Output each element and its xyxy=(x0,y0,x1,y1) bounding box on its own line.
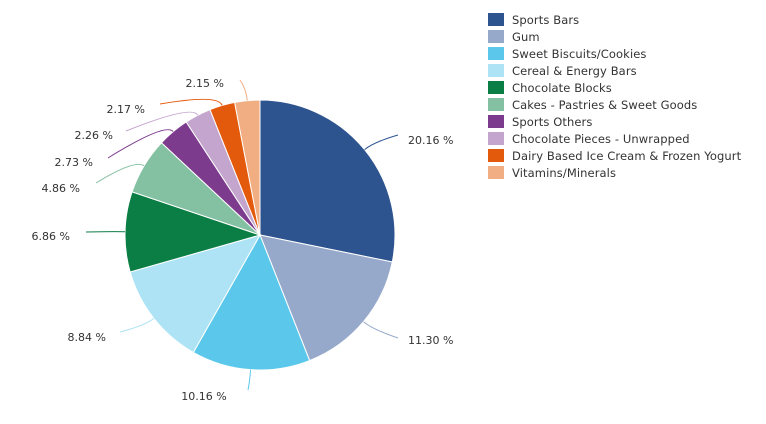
legend-item-gum[interactable]: Gum xyxy=(488,28,741,45)
data-label-vitamins-minerals: 2.15 % xyxy=(186,77,224,90)
label-connector-chocolate-pieces-unwrapped xyxy=(125,111,199,132)
data-label-sports-bars: 20.16 % xyxy=(408,134,453,147)
legend: Sports Bars Gum Sweet Biscuits/Cookies Cere… xyxy=(488,11,741,181)
label-connector-sweet-biscuits-cookies xyxy=(247,369,252,391)
legend-swatch xyxy=(488,166,504,179)
label-connector-cakes-pastries-sweet-goods xyxy=(95,163,145,184)
pie-slice-sweet-biscuits-cookies[interactable] xyxy=(192,233,311,371)
legend-swatch xyxy=(488,64,504,77)
legend-label: Chocolate Pieces - Unwrapped xyxy=(512,131,690,146)
legend-swatch xyxy=(488,115,504,128)
label-connector-gum xyxy=(363,321,399,339)
legend-item-cereal-energy-bars[interactable]: Cereal & Energy Bars xyxy=(488,62,741,79)
legend-item-chocolate-pieces-unwrapped[interactable]: Chocolate Pieces - Unwrapped xyxy=(488,130,741,147)
label-connectors xyxy=(85,79,399,391)
label-connector-sports-others xyxy=(107,129,174,159)
data-label-dairy-based-ice-cream-frozen-yogurt: 2.17 % xyxy=(107,103,145,116)
legend-swatch xyxy=(488,30,504,43)
legend-item-dairy-based-ice-cream-frozen-yogurt[interactable]: Dairy Based Ice Cream & Frozen Yogurt xyxy=(488,147,741,164)
legend-item-cakes-pastries-sweet-goods[interactable]: Cakes - Pastries & Sweet Goods xyxy=(488,96,741,113)
label-connector-dairy-based-ice-cream-frozen-yogurt xyxy=(159,98,223,106)
data-label-chocolate-pieces-unwrapped: 2.26 % xyxy=(75,129,113,142)
pie-slice-vitamins-minerals[interactable] xyxy=(234,99,261,236)
legend-item-sweet-biscuits-cookies[interactable]: Sweet Biscuits/Cookies xyxy=(488,45,741,62)
data-label-cakes-pastries-sweet-goods: 4.86 % xyxy=(42,182,80,195)
label-connector-vitamins-minerals xyxy=(239,79,248,101)
legend-label: Cakes - Pastries & Sweet Goods xyxy=(512,97,698,112)
legend-label: Sweet Biscuits/Cookies xyxy=(512,46,647,61)
data-label-sports-others: 2.73 % xyxy=(55,156,93,169)
legend-swatch xyxy=(488,98,504,111)
legend-label: Sports Others xyxy=(512,114,593,129)
legend-swatch xyxy=(488,47,504,60)
data-label-sweet-biscuits-cookies: 10.16 % xyxy=(181,390,226,403)
pie-slices xyxy=(124,99,396,371)
pie-slice-chocolate-blocks[interactable] xyxy=(124,191,262,273)
data-labels: 20.16 % 11.30 % 10.16 % 8.84 % 6.86 % 4.86 % 2… xyxy=(32,77,454,403)
data-label-gum: 11.30 % xyxy=(408,334,453,347)
legend-item-sports-bars[interactable]: Sports Bars xyxy=(488,11,741,28)
pie-slice-sports-bars[interactable] xyxy=(259,99,396,263)
legend-label: Gum xyxy=(512,29,540,44)
legend-item-chocolate-blocks[interactable]: Chocolate Blocks xyxy=(488,79,741,96)
pie-slice-cereal-energy-bars[interactable] xyxy=(129,234,262,354)
legend-label: Vitamins/Minerals xyxy=(512,165,617,180)
legend-item-vitamins-minerals[interactable]: Vitamins/Minerals xyxy=(488,164,741,181)
label-connector-cereal-energy-bars xyxy=(119,318,155,333)
label-connector-sports-bars xyxy=(364,134,399,150)
legend-swatch xyxy=(488,81,504,94)
legend-swatch xyxy=(488,132,504,145)
legend-label: Dairy Based Ice Cream & Frozen Yogurt xyxy=(512,148,742,163)
legend-item-sports-others[interactable]: Sports Others xyxy=(488,113,741,130)
legend-label: Cereal & Energy Bars xyxy=(512,63,637,78)
legend-swatch xyxy=(488,149,504,162)
legend-swatch xyxy=(488,13,504,26)
data-label-cereal-energy-bars: 8.84 % xyxy=(68,331,106,344)
legend-label: Chocolate Blocks xyxy=(512,80,612,95)
legend-label: Sports Bars xyxy=(512,12,580,27)
data-label-chocolate-blocks: 6.86 % xyxy=(32,230,70,243)
